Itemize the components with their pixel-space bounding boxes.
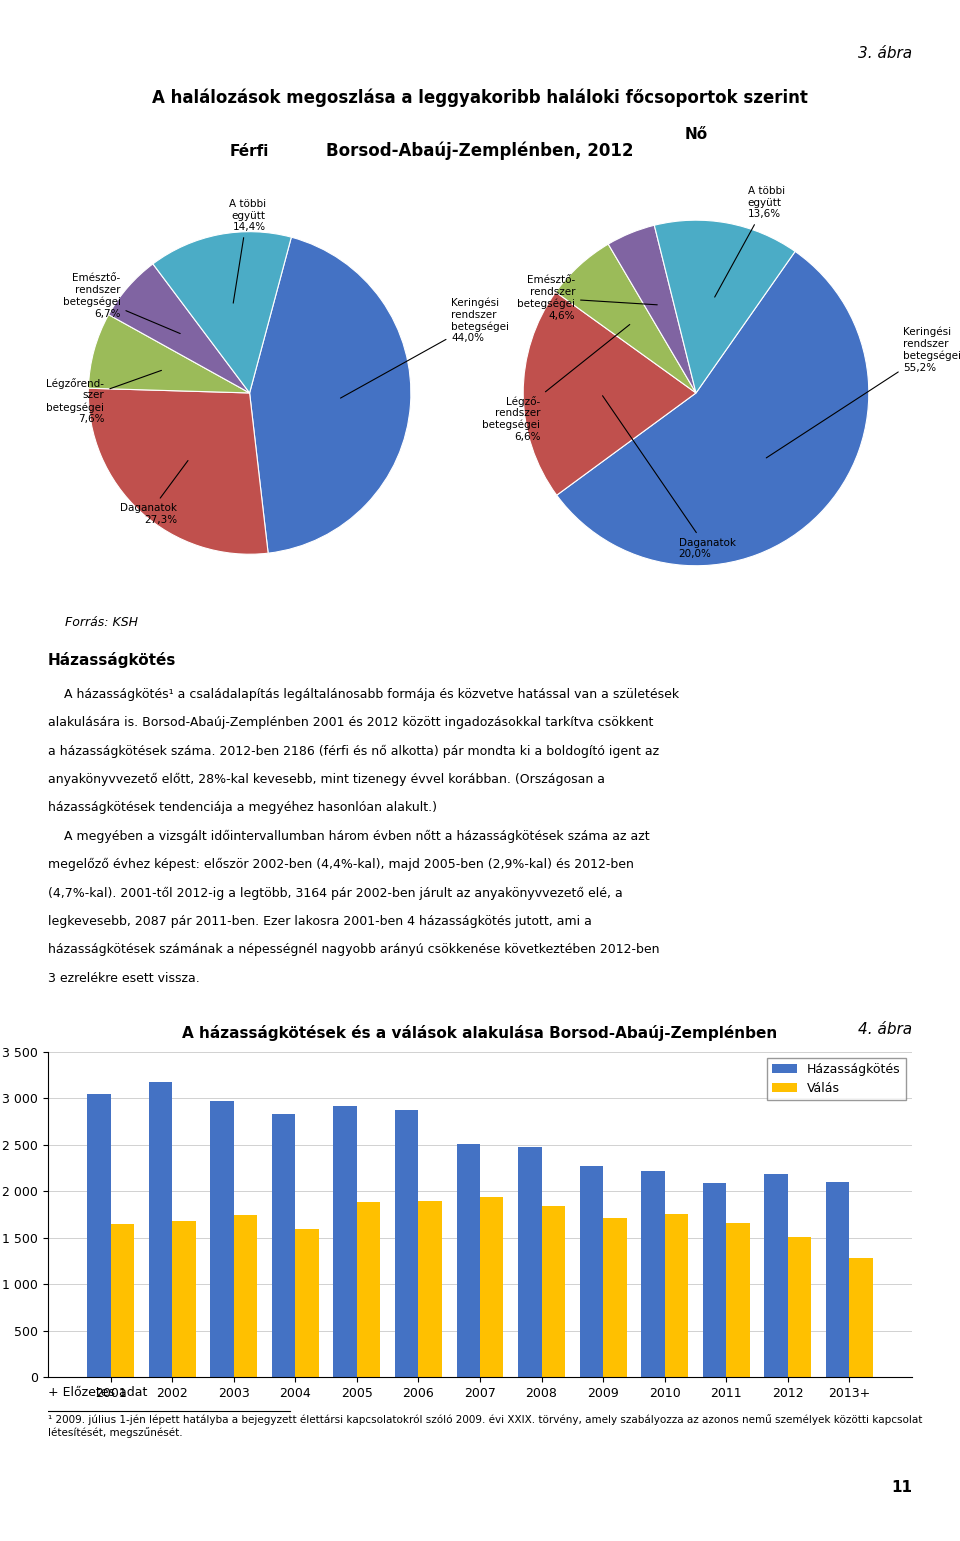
- Bar: [419, 1200, 442, 1378]
- Bar: [641, 1171, 664, 1378]
- Text: Daganatok
27,3%: Daganatok 27,3%: [120, 461, 188, 525]
- Bar: [396, 1110, 419, 1378]
- Title: A házasságkötések és a válások alakulása Borsod-Abaúj-Zemplénben: A házasságkötések és a válások alakulása…: [182, 1025, 778, 1040]
- Bar: [210, 1100, 234, 1378]
- Text: 11: 11: [891, 1481, 912, 1495]
- Text: 4. ábra: 4. ábra: [858, 1022, 912, 1037]
- Text: A halálozások megoszlása a leggyakoribb haláloki főcsoportok szerint: A halálozások megoszlása a leggyakoribb …: [152, 88, 808, 106]
- Bar: [664, 1214, 688, 1378]
- Bar: [764, 1174, 788, 1378]
- Wedge shape: [88, 388, 268, 555]
- Text: Légző-
rendszer
betegségei
6,6%: Légző- rendszer betegségei 6,6%: [483, 325, 630, 442]
- Text: házasságkötések tendenciája a megyéhez hasonlóan alakult.): házasságkötések tendenciája a megyéhez h…: [48, 801, 437, 814]
- Text: Keringési
rendszer
betegségei
44,0%: Keringési rendszer betegségei 44,0%: [341, 297, 509, 398]
- Bar: [726, 1222, 750, 1378]
- Text: Házasságkötés: Házasságkötés: [48, 652, 177, 669]
- Text: Férfi: Férfi: [229, 145, 270, 159]
- Bar: [87, 1094, 110, 1378]
- Text: a házasságkötések száma. 2012-ben 2186 (férfi és nő alkotta) pár mondta ki a bol: a házasságkötések száma. 2012-ben 2186 (…: [48, 744, 660, 758]
- Bar: [541, 1207, 564, 1378]
- Bar: [480, 1197, 503, 1378]
- Text: Nő: Nő: [684, 128, 708, 142]
- Text: alakulására is. Borsod-Abaúj-Zemplénben 2001 és 2012 között ingadozásokkal tarkí: alakulására is. Borsod-Abaúj-Zemplénben …: [48, 717, 654, 729]
- Text: házasságkötések számának a népességnél nagyobb arányú csökkenése következtében 2: házasságkötések számának a népességnél n…: [48, 943, 660, 957]
- Text: Daganatok
20,0%: Daganatok 20,0%: [603, 396, 735, 559]
- Text: (4,7%-kal). 2001-től 2012-ig a legtöbb, 3164 pár 2002-ben járult az anyakönyvvez: (4,7%-kal). 2001-től 2012-ig a legtöbb, …: [48, 886, 623, 900]
- Bar: [580, 1167, 603, 1378]
- Wedge shape: [609, 225, 696, 393]
- Wedge shape: [250, 237, 411, 553]
- Bar: [518, 1148, 541, 1378]
- Text: A többi
együtt
14,4%: A többi együtt 14,4%: [228, 199, 266, 304]
- Bar: [172, 1220, 196, 1378]
- Bar: [850, 1257, 873, 1378]
- Bar: [149, 1082, 172, 1378]
- Bar: [788, 1236, 811, 1378]
- Bar: [234, 1216, 257, 1378]
- Bar: [333, 1106, 357, 1378]
- Legend: Házasságkötés, Válás: Házasságkötés, Válás: [767, 1057, 905, 1100]
- Bar: [110, 1224, 134, 1378]
- Bar: [826, 1182, 850, 1378]
- Bar: [703, 1183, 726, 1378]
- Text: Emésztő-
rendszer
betegségei
4,6%: Emésztő- rendszer betegségei 4,6%: [517, 276, 658, 321]
- Text: Borsod-Abaúj-Zemplénben, 2012: Borsod-Abaúj-Zemplénben, 2012: [326, 142, 634, 160]
- Text: 3. ábra: 3. ábra: [858, 46, 912, 60]
- Text: 3 ezrelékre esett vissza.: 3 ezrelékre esett vissza.: [48, 972, 200, 985]
- Text: legkevesebb, 2087 pár 2011-ben. Ezer lakosra 2001-ben 4 házasságkötés jutott, am: legkevesebb, 2087 pár 2011-ben. Ezer lak…: [48, 915, 592, 928]
- Text: + Előzetes adat: + Előzetes adat: [48, 1385, 148, 1399]
- Wedge shape: [108, 264, 250, 393]
- Bar: [457, 1143, 480, 1378]
- Bar: [296, 1228, 319, 1378]
- Wedge shape: [88, 314, 250, 393]
- Wedge shape: [655, 220, 795, 393]
- Text: Emésztő-
rendszer
betegségei
6,7%: Emésztő- rendszer betegségei 6,7%: [62, 273, 180, 333]
- Text: Keringési
rendszer
betegségei
55,2%: Keringési rendszer betegségei 55,2%: [766, 327, 960, 458]
- Bar: [357, 1202, 380, 1378]
- Wedge shape: [523, 293, 696, 495]
- Text: A többi
együtt
13,6%: A többi együtt 13,6%: [714, 186, 785, 297]
- Wedge shape: [153, 231, 291, 393]
- Bar: [603, 1217, 627, 1378]
- Text: ¹ 2009. július 1-jén lépett hatályba a bejegyzett élettársi kapcsolatokról szóló: ¹ 2009. július 1-jén lépett hatályba a b…: [48, 1415, 923, 1438]
- Bar: [272, 1114, 296, 1378]
- Text: Forrás: KSH: Forrás: KSH: [65, 616, 138, 629]
- Text: Légzőrend-
szer
betegségei
7,6%: Légzőrend- szer betegségei 7,6%: [46, 370, 161, 424]
- Text: anyakönyvvezető előtt, 28%-kal kevesebb, mint tizenegy évvel korábban. (Országos: anyakönyvvezető előtt, 28%-kal kevesebb,…: [48, 774, 605, 786]
- Text: A házasságkötés¹ a családalapítás legáltalánosabb formája és közvetve hatással v: A házasságkötés¹ a családalapítás legált…: [48, 687, 679, 701]
- Wedge shape: [556, 243, 696, 393]
- Text: A megyében a vizsgált időintervallumban három évben nőtt a házasságkötések száma: A megyében a vizsgált időintervallumban …: [48, 829, 650, 843]
- Wedge shape: [557, 251, 869, 566]
- Text: megelőző évhez képest: először 2002-ben (4,4%-kal), majd 2005-ben (2,9%-kal) és : megelőző évhez képest: először 2002-ben …: [48, 858, 634, 871]
